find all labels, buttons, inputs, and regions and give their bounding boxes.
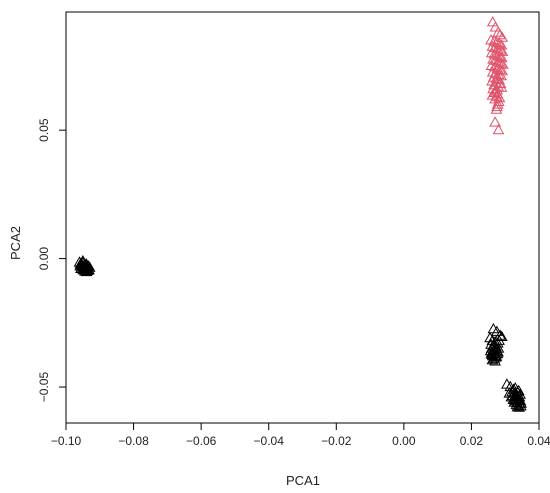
data-point [495,81,508,92]
x-axis-label: PCA1 [286,473,320,488]
data-point [80,259,93,270]
data-point [489,41,501,53]
x-tick-label: 0.02 [460,434,484,448]
data-point [496,45,509,56]
data-point [489,355,501,366]
data-point [489,21,502,32]
data-point [491,42,504,54]
series-1 [485,16,509,135]
y-tick-label: 0.00 [37,247,51,271]
x-tick-label: −0.10 [51,434,82,448]
data-point [509,389,521,401]
y-axis: −0.05 0.00 0.05 [37,118,66,402]
data-point [74,258,87,269]
data-point [486,16,499,27]
y-tick-label: −0.05 [37,372,51,403]
data-point [494,77,507,88]
data-point [515,397,527,408]
data-point [77,254,89,266]
data-point [491,98,504,109]
data-point [486,353,499,365]
x-tick-label: −0.04 [254,434,285,448]
data-point [487,340,499,352]
data-points [73,16,527,412]
y-axis-label: PCA2 [8,226,23,260]
series-4 [501,378,527,412]
data-point [490,350,503,361]
data-point [514,400,527,411]
x-tick-label: 0.04 [527,434,550,448]
y-tick-label: 0.05 [37,118,51,142]
series-2 [73,254,96,277]
data-point [79,265,91,276]
x-axis: −0.10 −0.08 −0.06 −0.04 −0.02 0.00 0.02 0.04 [51,423,550,448]
data-point [491,100,503,112]
data-point [496,58,509,69]
data-point [486,40,499,51]
data-point [494,57,507,68]
data-point [489,116,501,127]
x-tick-label: 0.00 [392,434,416,448]
data-point [490,103,503,114]
data-point [494,329,506,340]
x-tick-label: −0.08 [118,434,149,448]
data-point [486,66,499,77]
data-point [492,123,505,135]
data-point [490,72,503,83]
x-tick-label: −0.06 [186,434,217,448]
series-3 [484,322,508,366]
data-point [494,44,507,55]
plot-frame [65,11,540,424]
data-point [487,322,500,334]
x-tick-label: −0.02 [321,434,352,448]
data-point [509,392,522,403]
data-point [492,26,504,37]
data-point [494,28,506,40]
